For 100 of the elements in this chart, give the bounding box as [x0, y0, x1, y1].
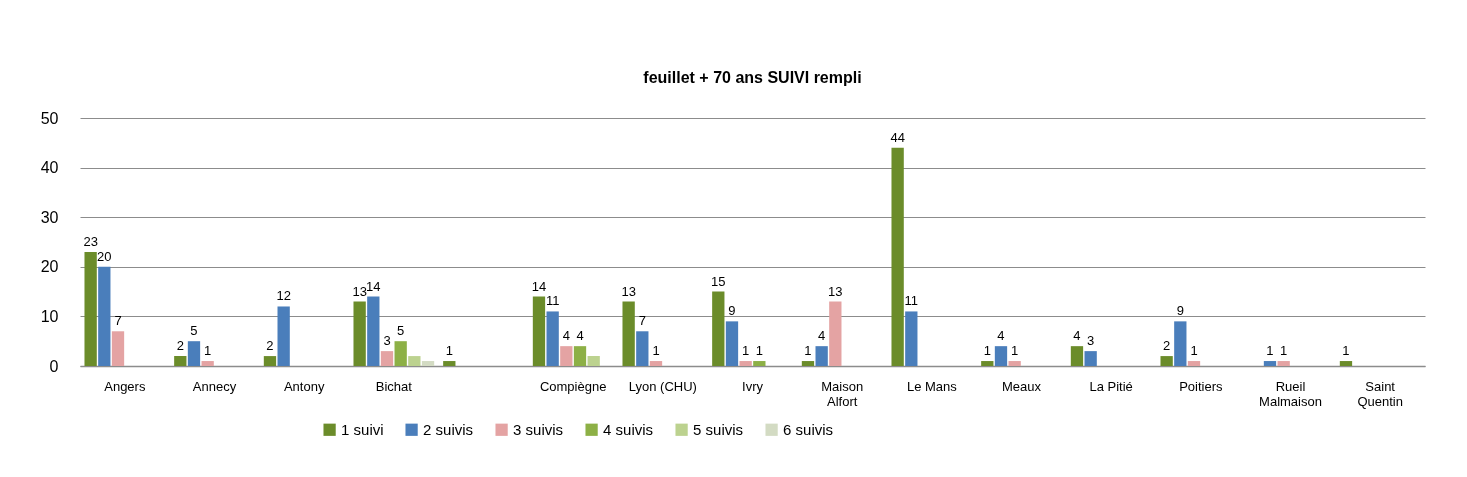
data-label: 1 — [445, 343, 453, 359]
bar — [725, 321, 739, 366]
bar — [573, 346, 587, 366]
legend-label: 2 suivis — [423, 420, 474, 438]
bar — [98, 266, 111, 366]
data-label: 4 — [576, 328, 584, 344]
bar — [1160, 356, 1173, 366]
data-label: 20 — [97, 248, 112, 264]
data-label: 9 — [1176, 303, 1184, 319]
data-label: 14 — [531, 278, 547, 294]
chart-title: feuillet + 70 ans SUIVI rempli — [643, 69, 862, 86]
bar — [1187, 361, 1201, 366]
x-tick-label: La Pitié — [1089, 378, 1133, 394]
bar — [587, 356, 600, 366]
x-tick-label: Ivry — [742, 378, 764, 394]
x-tick-label: Lyon (CHU) — [628, 378, 697, 394]
data-label: 15 — [711, 273, 726, 289]
bar — [801, 361, 815, 366]
bar — [829, 301, 842, 366]
x-tick-label: Rueil Malmaison — [1259, 378, 1322, 409]
y-tick-label: 40 — [40, 159, 59, 177]
x-tick-label: Annecy — [192, 378, 237, 394]
x-tick-label: Angers — [104, 378, 146, 394]
data-label: 7 — [638, 313, 646, 329]
x-tick-label: Antony — [283, 378, 325, 394]
bar — [84, 251, 97, 366]
bar — [380, 351, 394, 366]
data-label: 4 — [997, 328, 1005, 344]
data-label: 1 — [983, 343, 991, 359]
x-tick-label: Poitiers — [1179, 378, 1223, 394]
bar — [443, 361, 456, 366]
bar — [891, 147, 904, 366]
data-label: 1 — [204, 343, 212, 359]
data-label: 1 — [652, 343, 660, 359]
bar — [174, 356, 187, 366]
legend-label: 3 suivis — [513, 420, 564, 438]
bar — [353, 301, 366, 366]
bar — [1277, 361, 1290, 366]
bar — [753, 361, 766, 366]
legend-label: 6 suivis — [783, 420, 834, 438]
bar — [546, 311, 559, 366]
data-label: 1 — [1190, 343, 1198, 359]
bar — [187, 341, 201, 366]
data-label: 11 — [904, 293, 919, 309]
data-label: 12 — [276, 288, 291, 304]
bar — [649, 361, 663, 366]
bar — [1008, 361, 1021, 366]
data-label: 1 — [1342, 343, 1350, 359]
data-label: 13 — [352, 283, 367, 299]
bar — [994, 346, 1008, 366]
bar — [367, 296, 380, 366]
x-tick-label: Maison Alfort — [821, 378, 864, 409]
bar — [263, 356, 277, 366]
bar — [636, 331, 649, 366]
data-label: 1 — [755, 343, 763, 359]
data-label: 1 — [804, 343, 812, 359]
x-tick-label: Bichat — [375, 378, 413, 394]
data-label: 4 — [818, 328, 826, 344]
data-label: 13 — [621, 283, 636, 299]
x-tick-label: Compiègne — [539, 378, 607, 394]
bar — [421, 361, 435, 366]
data-label: 14 — [366, 278, 381, 294]
data-label: 4 — [562, 328, 570, 344]
bar — [277, 306, 290, 366]
data-label: 1 — [1011, 343, 1019, 359]
data-label: 5 — [397, 323, 405, 339]
data-label: 1 — [742, 343, 750, 359]
data-label: 23 — [83, 233, 98, 249]
bar — [1084, 351, 1097, 366]
bar — [532, 296, 546, 366]
data-label: 13 — [828, 283, 843, 299]
bar — [739, 361, 752, 366]
y-tick-label: 50 — [40, 109, 59, 127]
y-tick-label: 10 — [40, 307, 59, 325]
bar — [622, 301, 635, 366]
bar — [981, 361, 994, 366]
bar — [815, 346, 828, 366]
bar — [1070, 346, 1084, 366]
data-label: 11 — [545, 293, 560, 309]
data-label: 3 — [1087, 333, 1095, 349]
bar — [1174, 321, 1187, 366]
data-label: 9 — [728, 303, 736, 319]
data-label: 2 — [176, 338, 184, 354]
legend-label: 4 suivis — [603, 420, 654, 438]
bar — [905, 311, 918, 366]
legend-label: 1 suivi — [341, 420, 384, 438]
legend-label: 5 suivis — [693, 420, 744, 438]
bar — [201, 361, 214, 366]
y-tick-label: 30 — [40, 208, 59, 226]
data-label: 1 — [1266, 343, 1274, 359]
x-tick-label: Le Mans — [906, 378, 958, 394]
x-tick-label: Saint Quentin — [1357, 378, 1403, 409]
y-tick-label: 20 — [40, 258, 59, 276]
data-label: 2 — [1163, 338, 1171, 354]
bar — [1339, 361, 1353, 366]
bar — [111, 331, 125, 366]
bar — [712, 291, 725, 366]
y-tick-label: 0 — [49, 357, 59, 375]
data-label: 4 — [1073, 328, 1081, 344]
data-label: 5 — [190, 323, 198, 339]
